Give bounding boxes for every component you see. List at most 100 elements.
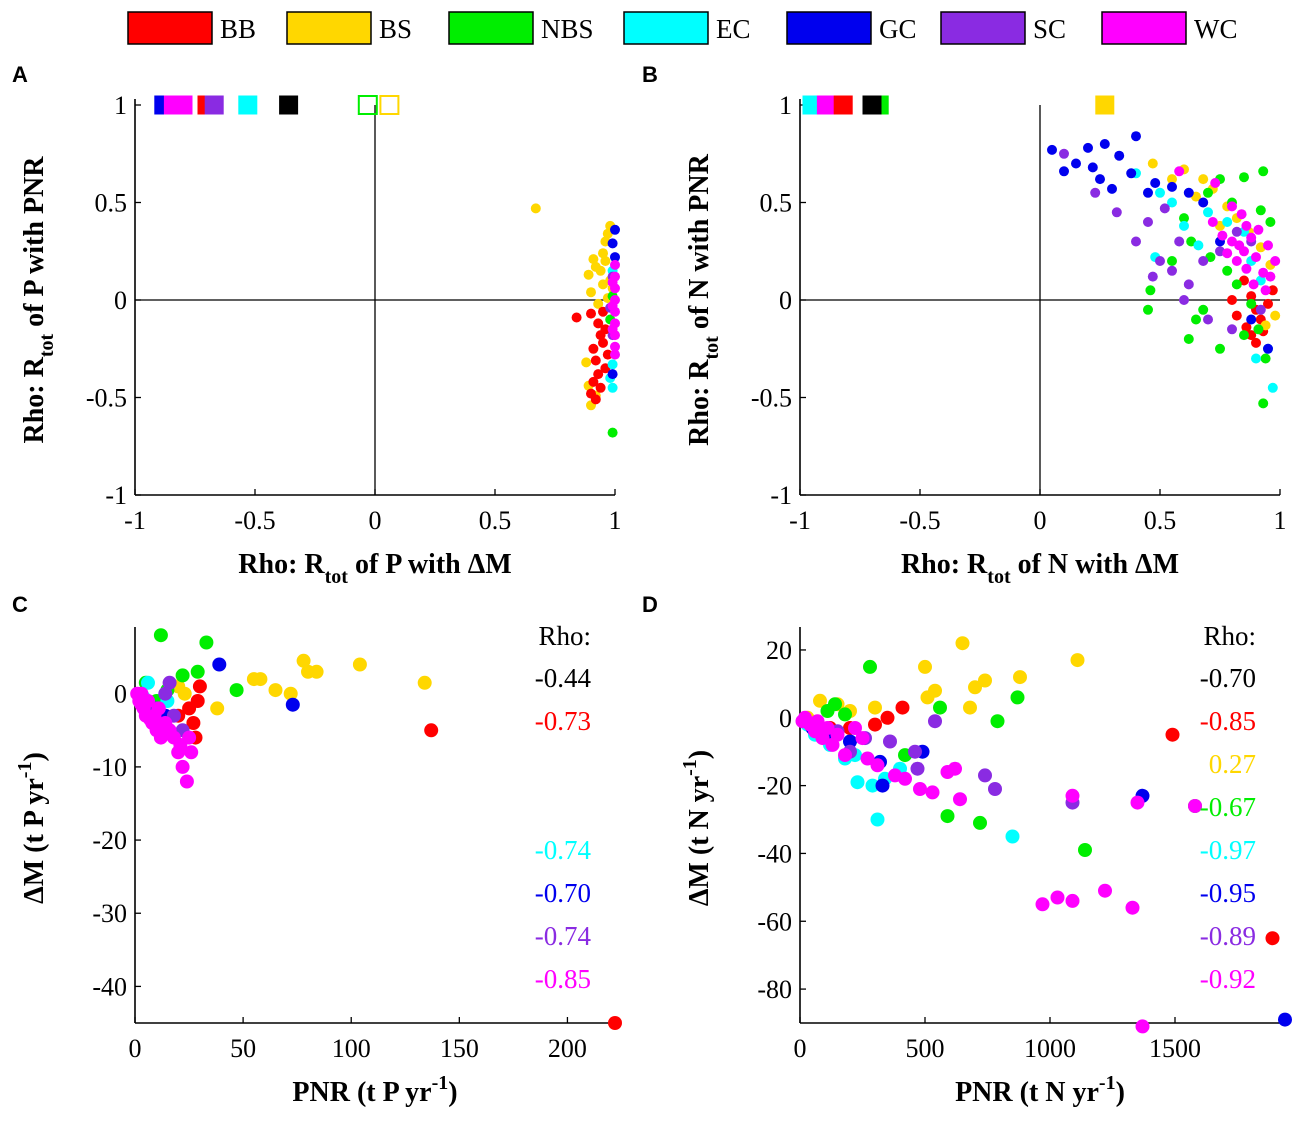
data-point: [928, 714, 942, 729]
y-axis-label-main: ΔM (t N yr: [684, 776, 715, 906]
y-tick-label: -30: [92, 899, 127, 928]
legend-label: NBS: [541, 14, 594, 44]
data-point: [600, 324, 611, 335]
data-point: [608, 1016, 622, 1030]
data-point: [1167, 181, 1177, 192]
x-tick-label: 200: [548, 1034, 587, 1063]
y-tick-label: -0.5: [751, 384, 792, 413]
data-point: [610, 252, 620, 263]
x-tick-label: 0.5: [479, 506, 512, 535]
rho-value: -0.74: [535, 835, 592, 865]
data-point: [973, 815, 987, 830]
data-point: [1126, 168, 1137, 179]
y-tick-label: -40: [92, 972, 127, 1001]
data-point: [186, 716, 201, 730]
data-point: [1246, 314, 1257, 325]
data-point: [1070, 653, 1085, 668]
data-point: [1098, 883, 1112, 898]
data-point: [1231, 310, 1242, 321]
data-point: [581, 357, 592, 368]
data-point: [1059, 166, 1069, 177]
data-point: [875, 778, 890, 793]
data-point: [1258, 398, 1269, 409]
data-point: [1174, 166, 1185, 177]
data-point: [1227, 201, 1237, 212]
summary-square-marker: [204, 95, 224, 115]
x-axis-label-sup: -1: [432, 1072, 449, 1094]
legend-swatch: [786, 11, 872, 45]
data-point: [1059, 148, 1069, 159]
data-point: [1099, 139, 1110, 149]
data-point: [1236, 209, 1247, 220]
data-point: [1078, 843, 1092, 857]
rho-value: -0.70: [1200, 663, 1256, 693]
data-point: [610, 349, 620, 360]
data-point: [1241, 322, 1252, 333]
data-point: [1087, 162, 1098, 173]
data-point: [590, 355, 601, 366]
data-point: [285, 697, 300, 712]
data-point: [953, 792, 967, 807]
data-point: [1131, 131, 1141, 142]
data-point: [813, 693, 827, 708]
x-tick-label: 500: [906, 1034, 945, 1063]
data-point: [865, 778, 880, 793]
data-point: [1265, 931, 1280, 946]
series-bs: [171, 653, 432, 716]
y-tick-label: 0: [779, 286, 792, 315]
x-axis-label-rest: of P with ΔM: [348, 549, 512, 580]
data-point: [1167, 197, 1177, 208]
data-point: [175, 759, 190, 774]
data-point: [1050, 890, 1065, 905]
data-point: [1143, 187, 1153, 198]
series-gc: [1047, 131, 1273, 354]
data-point: [910, 761, 925, 776]
legend-label: SC: [1033, 14, 1066, 44]
data-point: [607, 238, 618, 249]
data-point: [940, 765, 955, 779]
series-bb: [571, 306, 613, 405]
data-point: [1010, 690, 1025, 705]
x-tick-label: 0: [794, 1034, 807, 1063]
x-tick-label: 1500: [1149, 1034, 1201, 1063]
data-point: [1071, 158, 1081, 169]
data-point: [598, 248, 608, 259]
y-axis-label-sub: tot: [701, 336, 723, 360]
data-point: [153, 628, 168, 643]
data-point: [530, 203, 541, 214]
y-tick-label: -10: [92, 753, 127, 782]
data-point: [1179, 295, 1189, 305]
y-axis-label-sub: tot: [36, 333, 58, 357]
data-point: [1267, 382, 1278, 393]
data-point: [1065, 893, 1080, 908]
series-bs: [530, 203, 618, 411]
data-point: [883, 734, 897, 749]
data-point: [1090, 187, 1101, 198]
data-point: [1095, 174, 1105, 185]
legend-item-wc: WC: [1101, 11, 1238, 45]
data-point: [1047, 144, 1057, 155]
rho-value: -0.73: [535, 706, 591, 736]
data-point: [855, 731, 870, 746]
summary-square-marker: [862, 95, 882, 115]
data-point: [586, 287, 596, 298]
data-point: [1107, 183, 1117, 194]
data-point: [1155, 256, 1165, 266]
legend-item-nbs: NBS: [448, 11, 594, 45]
data-point: [607, 369, 618, 380]
data-point: [607, 382, 618, 393]
legend-item-sc: SC: [940, 11, 1066, 45]
data-point: [134, 686, 149, 701]
data-point: [156, 727, 171, 741]
data-point: [1278, 1012, 1292, 1027]
data-point: [182, 730, 197, 745]
data-point: [212, 657, 227, 672]
data-point: [607, 324, 618, 335]
data-point: [1147, 158, 1158, 169]
data-point: [593, 318, 604, 329]
series-wc: [795, 710, 1202, 1034]
data-point: [1251, 252, 1261, 263]
data-point: [1258, 166, 1269, 177]
